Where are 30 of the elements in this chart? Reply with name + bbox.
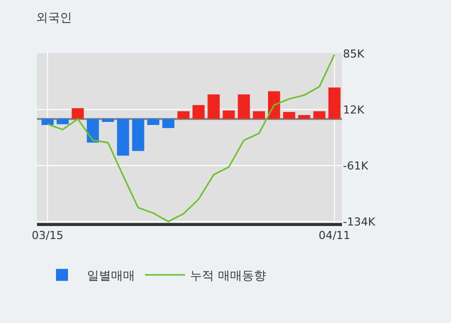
bar — [298, 115, 310, 119]
legend-label: 누적 매매동향 — [190, 268, 266, 283]
bar — [56, 118, 69, 124]
bar — [283, 112, 296, 119]
bar — [72, 108, 84, 119]
bar — [238, 94, 250, 119]
y-tick-label: -134K — [343, 215, 376, 228]
bar — [222, 110, 235, 119]
bar — [162, 118, 174, 128]
x-tick-label: 03/15 — [32, 229, 64, 242]
bar — [328, 87, 340, 119]
bar — [132, 118, 144, 152]
bar — [147, 118, 160, 125]
bar — [86, 118, 99, 143]
bar — [177, 111, 190, 119]
legend-label: 일별매매 — [87, 268, 135, 283]
chart-title: 외국인 — [36, 10, 72, 24]
y-tick-label: -61K — [343, 159, 369, 172]
bar — [192, 105, 205, 119]
bar — [102, 118, 114, 122]
bar — [313, 111, 326, 119]
bar — [117, 118, 130, 156]
x-tick-label: 04/11 — [318, 229, 350, 242]
bar — [42, 118, 54, 125]
bar — [208, 94, 220, 119]
bar — [252, 111, 265, 119]
bar — [268, 91, 280, 119]
line-series — [46, 54, 336, 222]
y-tick-label: 85K — [343, 48, 365, 61]
y-tick-label: 12K — [343, 104, 365, 117]
